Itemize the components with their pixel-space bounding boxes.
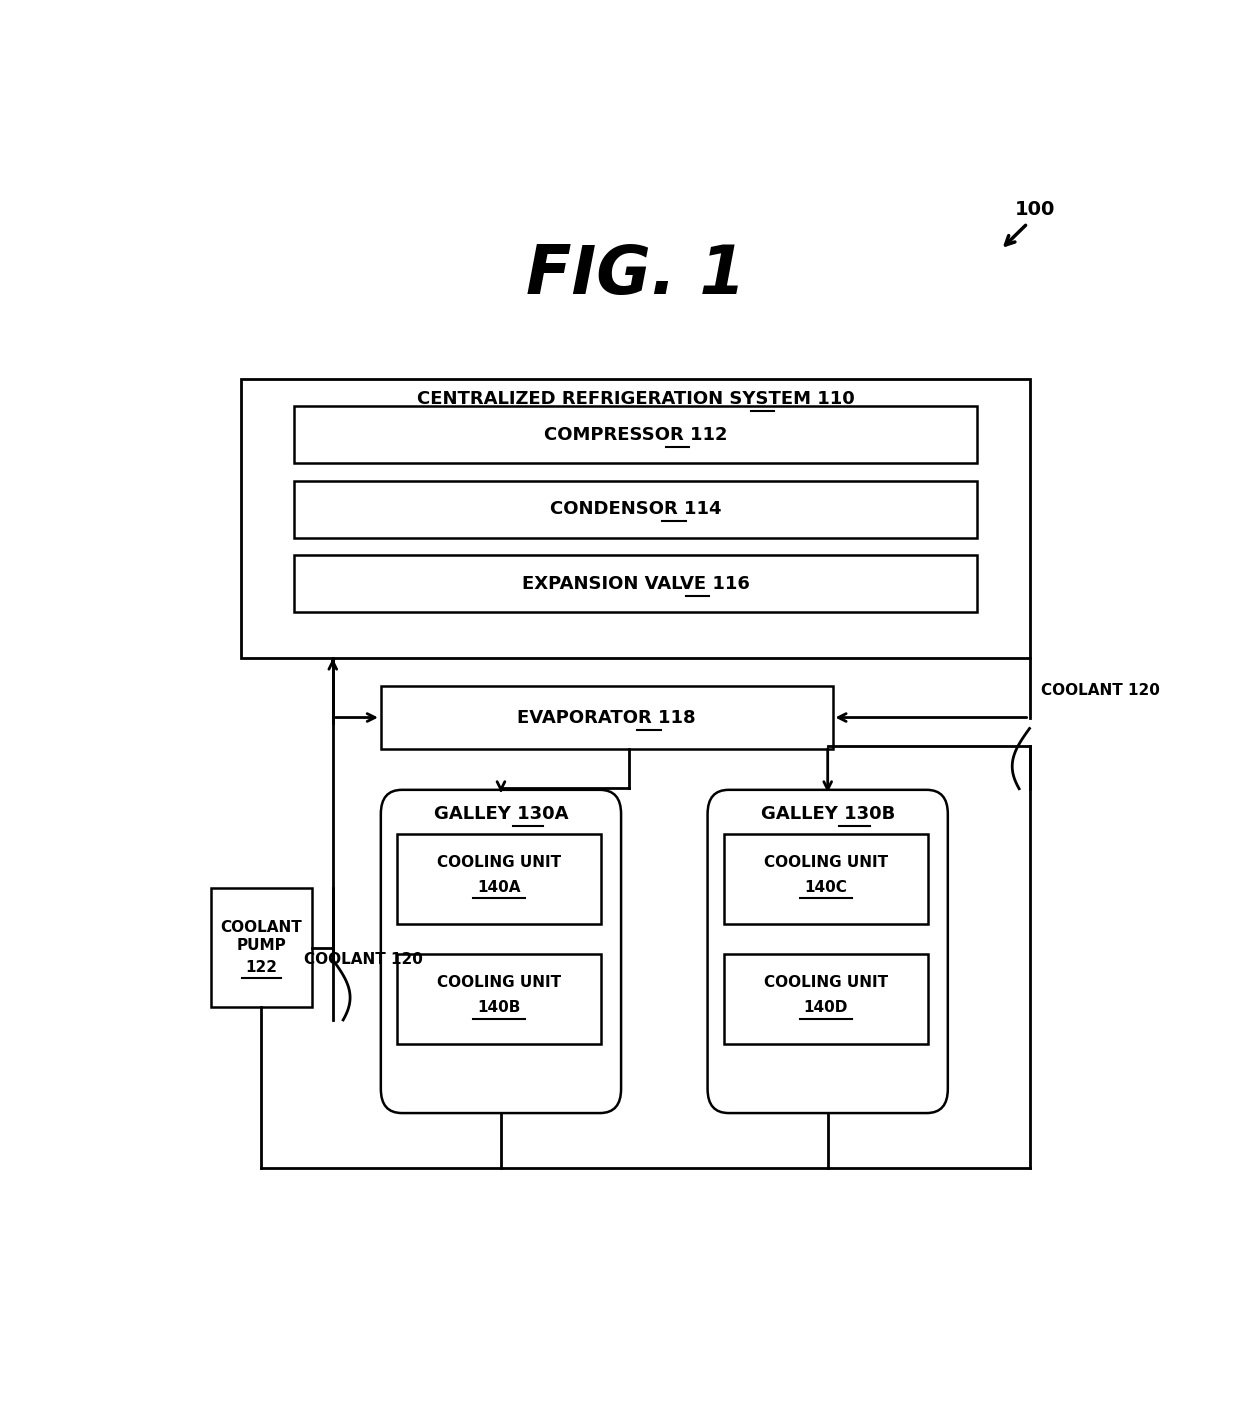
Text: FIG. 1: FIG. 1 [526,242,745,307]
Text: CONDENSOR 114: CONDENSOR 114 [549,501,722,518]
Text: COOLING UNIT: COOLING UNIT [436,855,562,869]
Text: COOLANT 120: COOLANT 120 [304,952,423,968]
Text: PUMP: PUMP [237,938,286,953]
Bar [294,407,977,464]
Text: COOLING UNIT: COOLING UNIT [436,975,562,990]
Text: COOLING UNIT: COOLING UNIT [764,975,888,990]
Text: 140D: 140D [804,1000,848,1016]
Text: GALLEY 130B: GALLEY 130B [760,805,895,822]
FancyBboxPatch shape [381,790,621,1113]
Bar [294,481,977,538]
Text: COMPRESSOR 112: COMPRESSOR 112 [544,425,727,444]
Bar [242,379,1029,659]
Text: COOLANT 120: COOLANT 120 [1042,683,1159,697]
Text: 100: 100 [1016,199,1055,219]
Text: COOLANT: COOLANT [221,921,303,935]
Text: 122: 122 [246,961,278,975]
Bar [397,955,601,1044]
Bar [211,888,311,1007]
Text: EXPANSION VALVE 116: EXPANSION VALVE 116 [522,575,749,593]
Text: 140A: 140A [477,879,521,895]
Bar [397,834,601,924]
Bar [381,686,832,750]
Bar [294,555,977,612]
Text: EVAPORATOR 118: EVAPORATOR 118 [517,709,696,727]
Text: 140B: 140B [477,1000,521,1016]
Text: COOLING UNIT: COOLING UNIT [764,855,888,869]
Text: 140C: 140C [805,879,847,895]
FancyBboxPatch shape [708,790,947,1113]
Bar [724,834,928,924]
Text: CENTRALIZED REFRIGERATION SYSTEM 110: CENTRALIZED REFRIGERATION SYSTEM 110 [417,390,854,407]
Bar [724,955,928,1044]
Text: GALLEY 130A: GALLEY 130A [434,805,568,822]
